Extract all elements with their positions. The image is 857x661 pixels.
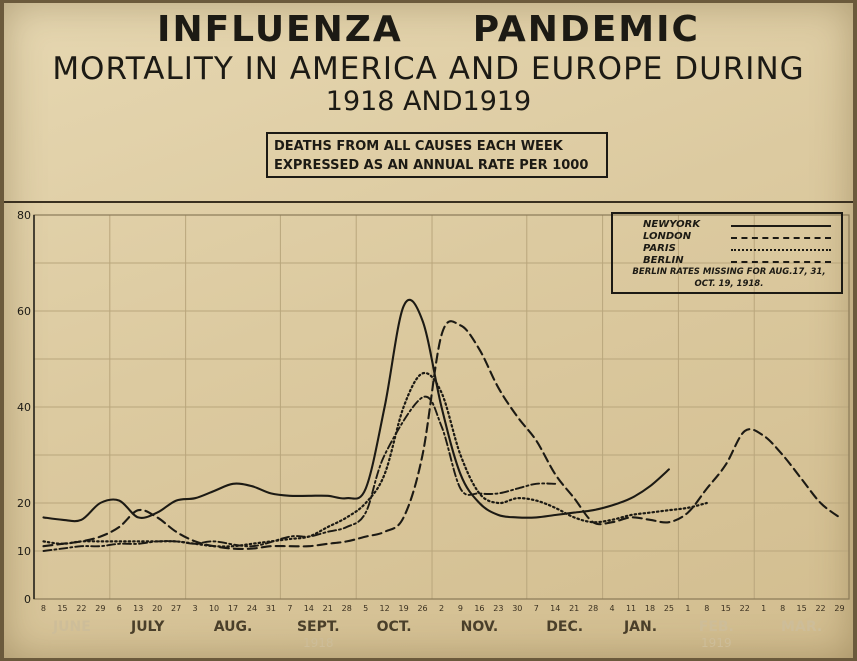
chart-title-line-3: 1918 AND1919: [325, 86, 532, 117]
y-tick-label: 0: [24, 593, 31, 606]
y-tick-label: 80: [17, 209, 31, 222]
x-week-tick-label: 10: [209, 604, 219, 613]
x-week-tick-label: 15: [57, 604, 67, 613]
title-block: INFLUENZA PANDEMIC MORTALITY IN AMERICA A…: [4, 3, 853, 203]
x-week-tick-label: 4: [610, 604, 615, 613]
x-month-label: SEPT.: [297, 619, 340, 635]
x-month-label: NOV.: [461, 619, 499, 635]
legend: NEWYORK LONDON PARIS BERLIN BERLIN RATES…: [611, 212, 843, 294]
legend-note-line-2: OCT. 19, 1918.: [694, 279, 764, 289]
x-week-tick-label: 22: [815, 604, 825, 613]
subtitle-line-1: DEATHS FROM ALL CAUSES EACH WEEK: [274, 139, 563, 154]
axis-layer: [33, 214, 850, 600]
x-week-tick-label: 1: [685, 604, 690, 613]
x-week-tick-label: 30: [512, 604, 522, 613]
x-week-tick-label: 21: [569, 604, 579, 613]
chart-title-line-2: MORTALITY IN AMERICA AND EUROPE DURING: [52, 51, 805, 87]
x-week-tick-label: 29: [95, 604, 105, 613]
x-week-tick-label: 20: [152, 604, 162, 613]
series-layer: [42, 298, 841, 552]
x-week-tick-label: 24: [247, 604, 257, 613]
title-word-pandemic: PANDEMIC: [472, 9, 700, 50]
x-week-tick-label: 15: [721, 604, 731, 613]
x-week-tick-label: 7: [534, 604, 539, 613]
x-week-tick-label: 31: [266, 604, 276, 613]
x-week-tick-label: 12: [380, 604, 390, 613]
y-tick-label: 40: [17, 401, 31, 414]
x-week-tick-label: 14: [304, 604, 314, 613]
x-week-tick-label: 19: [398, 604, 408, 613]
legend-swatch-paris: [731, 249, 831, 251]
x-week-tick-label: 22: [740, 604, 750, 613]
x-month-label: MAR.: [781, 619, 822, 635]
x-week-tick-label: 17: [228, 604, 238, 613]
x-week-tick-label: 6: [117, 604, 122, 613]
x-week-tick-label: 8: [704, 604, 709, 613]
series-line-paris: [42, 371, 708, 548]
x-week-tick-label: 26: [417, 604, 427, 613]
y-tick-label: 10: [17, 545, 31, 558]
header-divider: [4, 201, 853, 203]
x-week-tick-label: 18: [645, 604, 655, 613]
chart-sheet: INFLUENZA PANDEMIC MORTALITY IN AMERICA A…: [4, 3, 853, 658]
x-week-tick-label: 23: [493, 604, 503, 613]
subtitle-line-2: EXPRESSED AS AN ANNUAL RATE PER 1000: [274, 158, 589, 173]
x-year-label: 1918: [303, 636, 334, 650]
legend-swatch-london: [731, 237, 831, 239]
legend-label-london: LONDON: [643, 231, 692, 242]
legend-swatch-berlin: [731, 261, 831, 263]
x-month-label: JUNE: [52, 619, 91, 635]
legend-note: BERLIN RATES MISSING FOR AUG.17, 31, OCT…: [619, 266, 839, 290]
x-week-tick-label: 15: [797, 604, 807, 613]
legend-label-newyork: NEWYORK: [643, 219, 701, 230]
x-week-tick-label: 28: [342, 604, 352, 613]
x-week-tick-label: 11: [626, 604, 636, 613]
x-week-tick-label: 13: [133, 604, 143, 613]
x-week-tick-label: 16: [474, 604, 484, 613]
x-week-tick-label: 9: [458, 604, 463, 613]
series-line-newyork: [42, 298, 670, 523]
x-week-tick-label: 27: [171, 604, 181, 613]
legend-label-paris: PARIS: [643, 243, 676, 254]
x-week-tick-label: 25: [664, 604, 674, 613]
x-month-label: FEB.: [699, 619, 734, 635]
x-month-label: AUG.: [214, 619, 253, 635]
legend-swatch-newyork: [731, 225, 831, 227]
legend-label-berlin: BERLIN: [643, 255, 684, 266]
x-week-tick-label: 5: [363, 604, 368, 613]
x-month-label: DEC.: [546, 619, 583, 635]
x-week-tick-label: 2: [439, 604, 444, 613]
x-week-tick-label: 1: [761, 604, 766, 613]
x-week-tick-label: 14: [550, 604, 560, 613]
x-week-tick-label: 21: [323, 604, 333, 613]
x-week-tick-label: 29: [834, 604, 844, 613]
series-line-london: [42, 320, 841, 550]
title-word-influenza: INFLUENZA: [157, 9, 403, 50]
x-week-tick-label: 8: [780, 604, 785, 613]
series-line-berlin: [42, 395, 557, 552]
x-month-label: JULY: [130, 619, 165, 635]
legend-note-line-1: BERLIN RATES MISSING FOR AUG.17, 31,: [632, 267, 826, 277]
y-tick-label: 20: [17, 497, 31, 510]
x-week-tick-label: 7: [287, 604, 292, 613]
x-month-label: OCT.: [377, 619, 412, 635]
y-tick-label: 60: [17, 305, 31, 318]
chart-title-line-1: INFLUENZA PANDEMIC: [4, 9, 853, 50]
subtitle-box: DEATHS FROM ALL CAUSES EACH WEEK EXPRESS…: [266, 132, 608, 178]
x-year-label: 1919: [701, 636, 732, 650]
x-week-tick-label: 3: [193, 604, 198, 613]
x-week-tick-label: 8: [41, 604, 46, 613]
x-week-tick-label: 28: [588, 604, 598, 613]
x-week-tick-label: 22: [76, 604, 86, 613]
x-month-label: JAN.: [623, 619, 657, 635]
